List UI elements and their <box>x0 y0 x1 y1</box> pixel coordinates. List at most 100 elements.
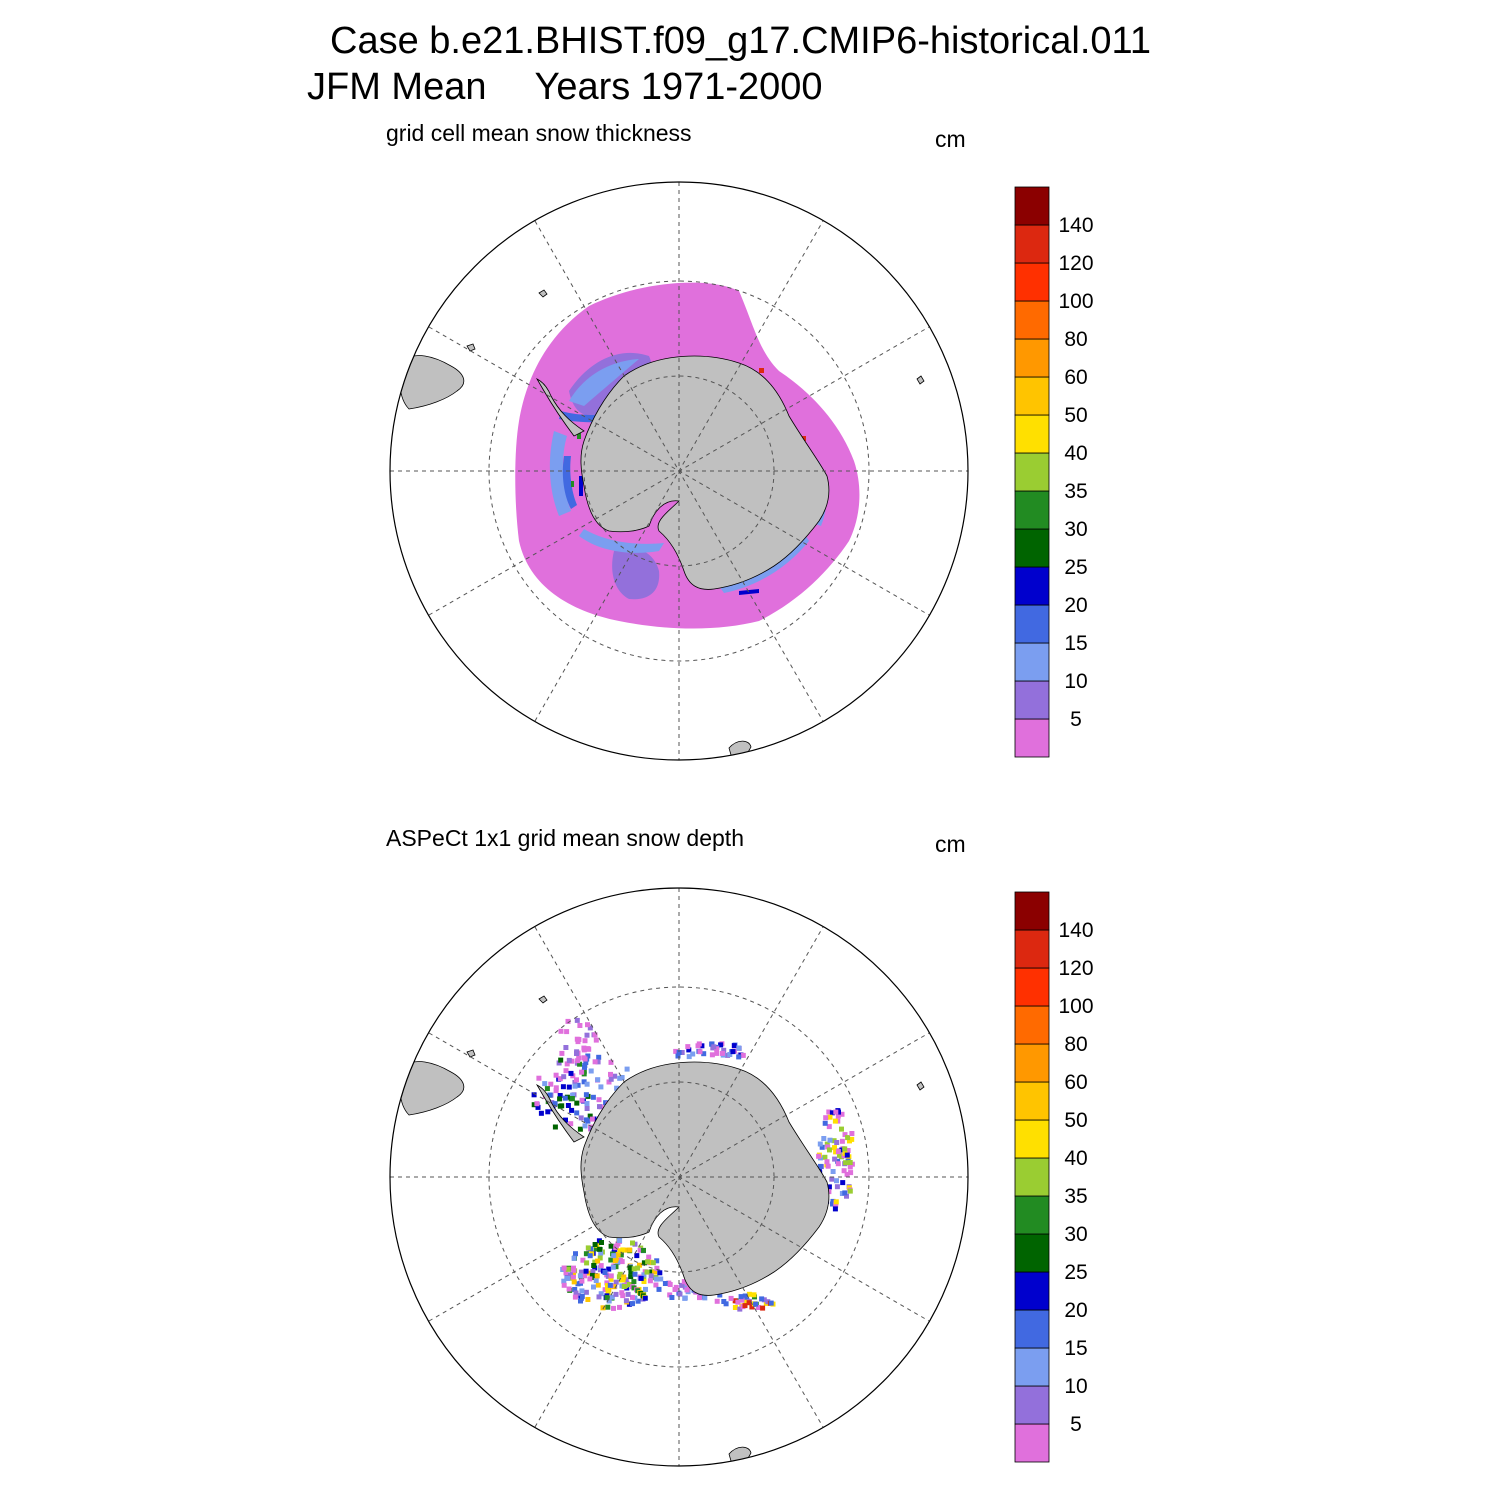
observation-cell <box>844 1171 850 1177</box>
observation-cell <box>834 1184 840 1190</box>
observation-cell <box>616 1274 622 1280</box>
panel-1-units: cm <box>935 126 966 152</box>
observation-cell <box>561 1074 567 1080</box>
observation-cell <box>836 1109 841 1115</box>
observation-cell <box>565 1018 571 1024</box>
observation-cell <box>563 1270 569 1276</box>
colorbar-swatch <box>1014 1043 1050 1083</box>
colorbar-swatch <box>1014 452 1050 492</box>
observation-cell <box>717 1292 723 1298</box>
observation-cell <box>583 1092 589 1098</box>
observation-cell <box>557 1076 563 1082</box>
observation-cell <box>630 1240 635 1246</box>
observation-cell <box>586 1270 592 1276</box>
observation-cell <box>654 1258 660 1264</box>
snow-region-35cm <box>571 431 581 487</box>
observation-cell <box>602 1270 608 1275</box>
observation-cell <box>644 1269 650 1275</box>
observation-cell <box>826 1109 832 1115</box>
colorbar-label: 120 <box>1058 252 1093 275</box>
observation-cell <box>755 1305 761 1310</box>
observation-cell <box>561 1278 567 1284</box>
observation-cell <box>596 1054 602 1060</box>
panel-1-title: grid cell mean snow thickness <box>386 120 692 146</box>
colorbar-label: 35 <box>1064 480 1087 503</box>
colorbar-label: 40 <box>1064 1147 1087 1170</box>
colorbar-swatch <box>1014 300 1050 340</box>
observation-cell <box>588 1068 594 1074</box>
observation-cell <box>742 1303 748 1309</box>
observation-cell <box>827 1137 833 1143</box>
observation-cell <box>590 1272 595 1278</box>
colorbar-label: 60 <box>1064 1071 1087 1094</box>
observation-cell <box>608 1273 614 1279</box>
observation-cell <box>572 1083 578 1089</box>
observation-cell <box>837 1152 842 1158</box>
season-label: JFM Mean <box>307 66 487 108</box>
observation-cell <box>574 1051 579 1056</box>
colorbar-swatch <box>1014 718 1050 758</box>
observation-cell <box>839 1147 845 1153</box>
observation-cell <box>612 1248 618 1253</box>
observation-cell <box>630 1294 635 1300</box>
colorbar-swatch <box>1014 1195 1050 1235</box>
observation-cell <box>743 1299 749 1305</box>
observation-cell <box>727 1052 733 1057</box>
observation-cell <box>572 1079 578 1085</box>
observation-cell <box>829 1110 835 1116</box>
colorbar-label: 140 <box>1058 214 1093 237</box>
observation-cell <box>585 1297 591 1302</box>
observation-cell <box>590 1094 596 1100</box>
observation-cell <box>620 1247 626 1253</box>
observation-cell <box>571 1279 577 1285</box>
observation-cell <box>685 1044 691 1050</box>
observation-cell <box>592 1242 598 1247</box>
observation-cell <box>579 1097 585 1103</box>
observation-cell <box>669 1295 675 1300</box>
observation-cell <box>631 1266 637 1272</box>
observation-cell <box>768 1300 774 1306</box>
observation-cell <box>605 1283 610 1289</box>
graticule <box>390 888 968 1466</box>
observation-cell <box>605 1273 611 1279</box>
observation-cell <box>561 1282 567 1288</box>
observation-cell <box>760 1305 766 1311</box>
observation-cell <box>834 1178 839 1184</box>
observation-cell <box>684 1284 690 1290</box>
colorbar-label: 10 <box>1064 670 1087 693</box>
observation-cell <box>589 1116 595 1122</box>
panel-1-map <box>389 181 969 761</box>
observation-cell <box>628 1269 634 1275</box>
colorbar-label: 50 <box>1064 1109 1087 1132</box>
observation-cell <box>654 1276 660 1282</box>
observation-cell <box>826 1124 832 1130</box>
colorbar-1: 5 10 15 20 25 30 35 40 50 60 80 100 120 140 <box>1014 186 1094 758</box>
observation-cell <box>611 1305 616 1311</box>
observation-cell <box>653 1282 659 1288</box>
observation-cell <box>613 1243 619 1249</box>
observation-cell <box>574 1017 580 1023</box>
observation-cell <box>606 1298 612 1304</box>
observation-cell <box>557 1093 563 1098</box>
observation-cell <box>621 1284 627 1289</box>
observation-cell <box>584 1101 590 1106</box>
observation-cell <box>583 1117 589 1123</box>
observation-cell <box>577 1061 583 1067</box>
observation-cell <box>645 1259 651 1265</box>
observation-cell <box>831 1138 837 1144</box>
observation-cell <box>829 1176 835 1182</box>
colorbar-label: 35 <box>1064 1185 1087 1208</box>
observation-cell <box>548 1081 554 1087</box>
colorbar-swatch <box>1014 680 1050 720</box>
colorbar-label: 40 <box>1064 442 1087 465</box>
observation-cell <box>574 1077 579 1083</box>
colorbar-label: 30 <box>1064 1223 1087 1246</box>
observation-cell <box>641 1279 647 1284</box>
observation-cell <box>839 1138 845 1144</box>
colorbar-swatch <box>1014 1081 1050 1121</box>
observation-cell <box>563 1045 569 1050</box>
observation-cell <box>597 1246 603 1252</box>
observation-cell <box>751 1292 757 1298</box>
observation-cell <box>835 1149 841 1155</box>
